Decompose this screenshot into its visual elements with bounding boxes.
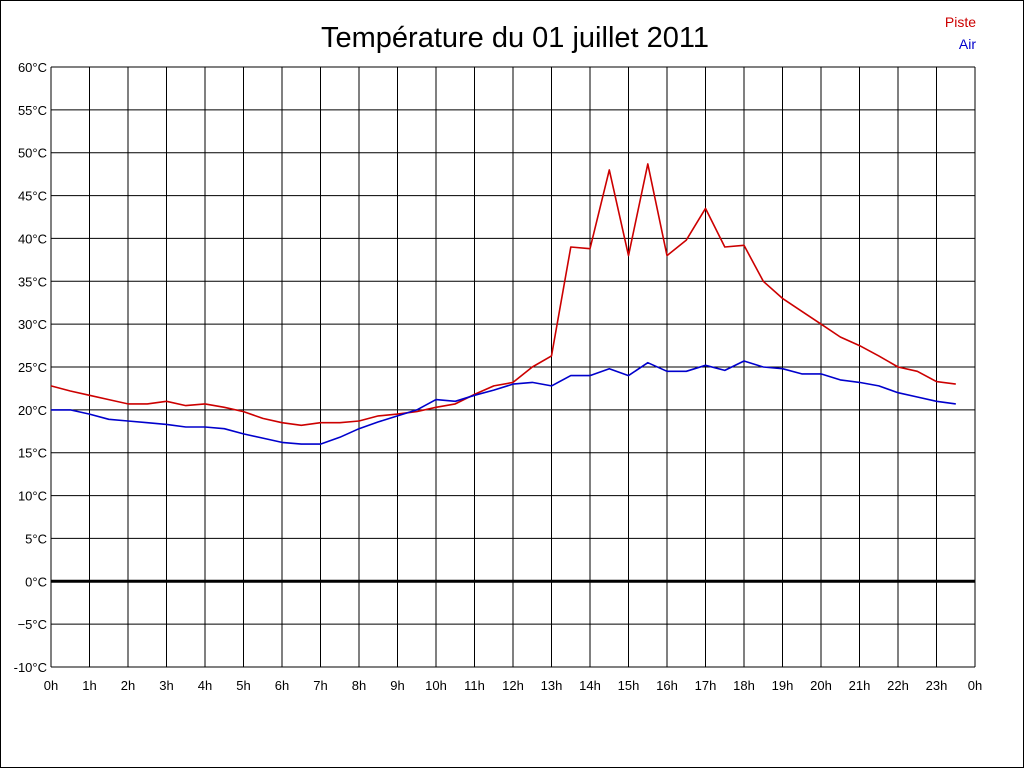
x-tick-label: 8h [352, 678, 366, 693]
legend: Piste Air [945, 14, 976, 52]
y-tick-label: 60°C [18, 60, 47, 75]
y-tick-label: 35°C [18, 274, 47, 289]
legend-entry-air: Air [959, 36, 976, 52]
y-tick-label: -10°C [14, 660, 47, 675]
x-tick-label: 7h [313, 678, 327, 693]
y-tick-label: −5°C [18, 617, 47, 632]
y-tick-label: 30°C [18, 317, 47, 332]
x-tick-label: 2h [121, 678, 135, 693]
y-tick-label: 5°C [25, 531, 47, 546]
x-tick-label: 5h [236, 678, 250, 693]
grid [50, 66, 976, 668]
x-tick-label: 17h [695, 678, 717, 693]
y-tick-label: 10°C [18, 489, 47, 504]
x-tick-label: 0h [44, 678, 58, 693]
y-tick-label: 55°C [18, 103, 47, 118]
x-tick-label: 19h [772, 678, 794, 693]
x-tick-label: 6h [275, 678, 289, 693]
y-tick-label: 40°C [18, 231, 47, 246]
x-tick-label: 14h [579, 678, 601, 693]
series-line-piste [50, 163, 956, 427]
chart-title: Température du 01 juillet 2011 [321, 22, 709, 54]
y-tick-label: 15°C [18, 446, 47, 461]
x-tick-label: 15h [618, 678, 640, 693]
y-tick-label: 20°C [18, 403, 47, 418]
axis-ticks: 0h 1h 2h 3h 4h 5h 6h 7h 8h 9h 10h 11h 12h 13h 14h 15h 16… [14, 60, 983, 693]
series-lines [50, 163, 956, 445]
x-tick-label: 12h [502, 678, 524, 693]
x-tick-label: 9h [390, 678, 404, 693]
x-tick-label: 3h [159, 678, 173, 693]
x-tick-label: 10h [425, 678, 447, 693]
x-tick-label: 1h [82, 678, 96, 693]
x-tick-label: 4h [198, 678, 212, 693]
y-tick-label: 50°C [18, 146, 47, 161]
x-tick-label: 22h [887, 678, 909, 693]
x-tick-label: 13h [541, 678, 563, 693]
x-tick-label: 11h [464, 678, 485, 693]
x-tick-label: 20h [810, 678, 832, 693]
series-line-air [51, 360, 956, 445]
y-tick-label: 45°C [18, 189, 47, 204]
y-tick-label: 25°C [18, 360, 47, 375]
x-tick-label: 18h [733, 678, 755, 693]
x-tick-label: 21h [849, 678, 871, 693]
y-tick-label: 0°C [25, 574, 47, 589]
x-tick-label: 23h [926, 678, 948, 693]
x-tick-label: 0h [968, 678, 982, 693]
legend-entry-piste: Piste [945, 14, 976, 30]
x-tick-label: 16h [656, 678, 678, 693]
